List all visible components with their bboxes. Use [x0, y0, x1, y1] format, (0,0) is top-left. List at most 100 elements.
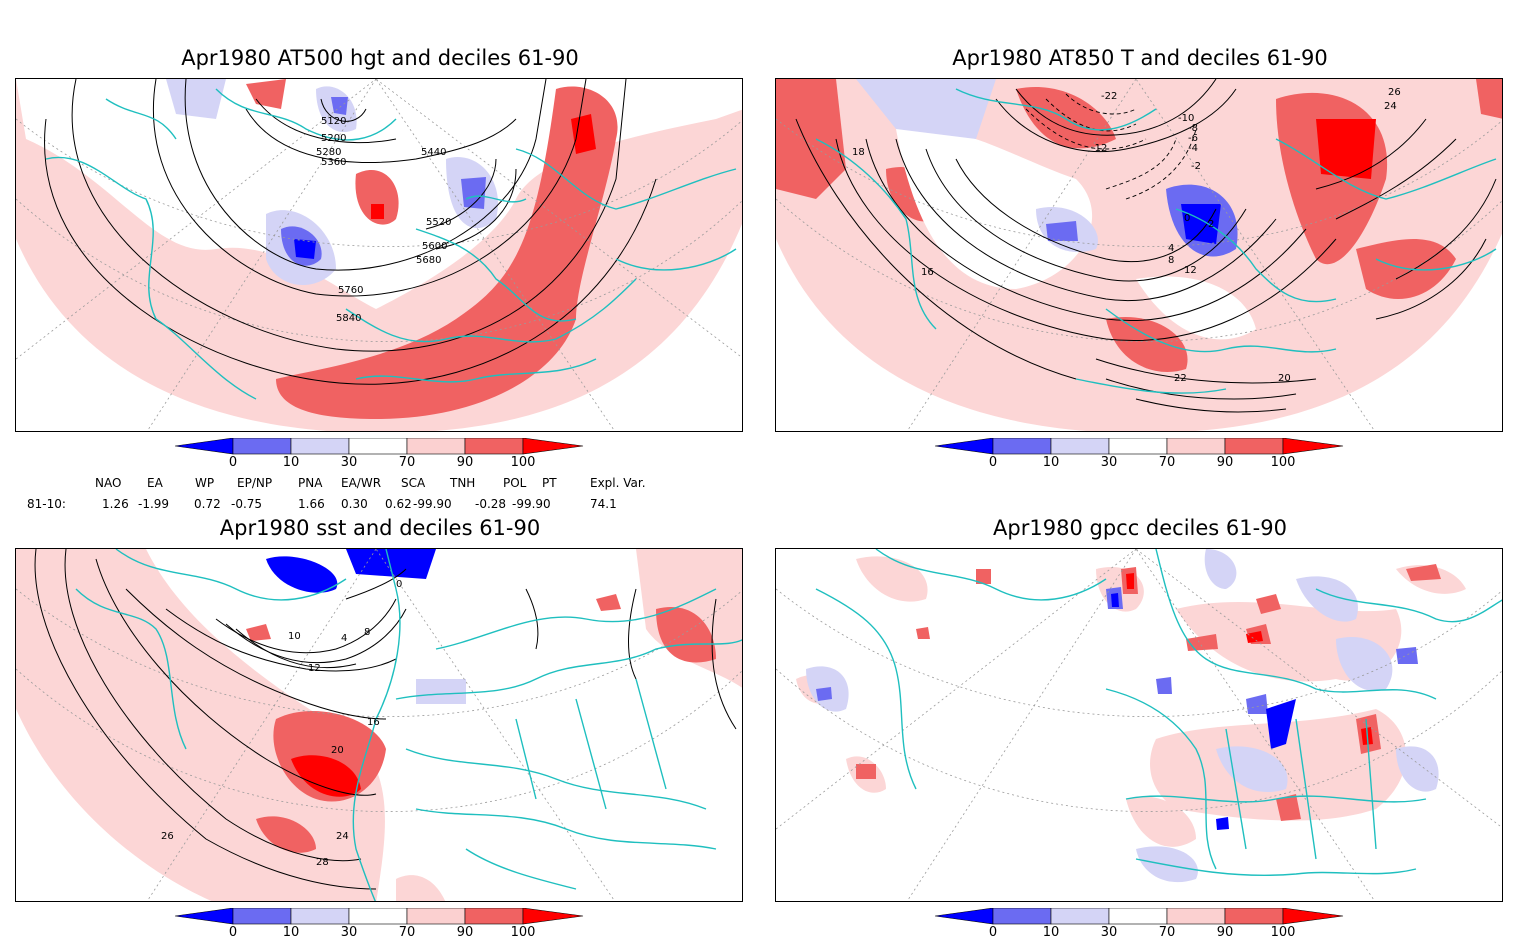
cbar3-tick-70: 70 [398, 925, 416, 940]
cbar1-tick-70: 70 [398, 455, 416, 470]
cbar3-tick-100: 100 [510, 925, 536, 940]
p2-label-n22: -22 [1101, 91, 1117, 102]
panel1-title: Apr1980 AT500 hgt and deciles 61-90 [181, 46, 579, 70]
colorbar-panel3: 0 10 30 70 90 100 [175, 908, 585, 940]
p3-label-0: 0 [396, 579, 402, 590]
p3-label-20: 20 [331, 745, 344, 756]
idx-h-wp: WP [195, 476, 215, 490]
panel1-map: 5120 5200 5280 5360 5440 5520 5600 5680 … [15, 78, 743, 432]
cbar1-tick-30: 30 [340, 455, 358, 470]
idx-v-eawr: 0.30 [341, 497, 368, 511]
cbar2-tick-0: 0 [988, 455, 998, 470]
cbar2-tick-90: 90 [1216, 455, 1234, 470]
p2-label-n6: -6 [1188, 133, 1198, 144]
p2-label-8: 8 [1168, 255, 1174, 266]
idx-h-pt: PT [542, 476, 557, 490]
panel2-svg: -22 -12 -10 -8 -6 -4 -2 0 2 4 8 12 16 18… [776, 79, 1502, 431]
p2-label-16: 16 [921, 267, 934, 278]
cbar4-tick-90: 90 [1216, 925, 1234, 940]
idx-h-pol: POL [503, 476, 527, 490]
p1-label-5520: 5520 [426, 217, 451, 228]
colorbar-panel1: 0 10 30 70 90 100 [175, 438, 585, 470]
idx-h-nao: NAO [95, 476, 122, 490]
p2-label-24: 24 [1384, 101, 1397, 112]
cbar1-tick-10: 10 [282, 455, 300, 470]
p2-label-20: 20 [1278, 373, 1291, 384]
idx-h-eawr: EA/WR [341, 476, 382, 490]
p2-label-n10: -10 [1178, 113, 1194, 124]
panel1-svg: 5120 5200 5280 5360 5440 5520 5600 5680 … [16, 79, 742, 431]
cbar4-tick-10: 10 [1042, 925, 1060, 940]
cbar4-tick-30: 30 [1100, 925, 1118, 940]
idx-v-pt: -99.90 [512, 497, 551, 511]
cbar3-tick-30: 30 [340, 925, 358, 940]
cbar1-tick-90: 90 [456, 455, 474, 470]
cbar4-tick-70: 70 [1158, 925, 1176, 940]
idx-h-tnh: TNH [450, 476, 476, 490]
p2-label-2: 2 [1208, 219, 1214, 230]
panel4-title: Apr1980 gpcc deciles 61-90 [993, 516, 1287, 540]
panel2-title: Apr1980 AT850 T and deciles 61-90 [952, 46, 1328, 70]
cbar1-tick-0: 0 [228, 455, 238, 470]
idx-v-sca: 0.62 [385, 497, 412, 511]
p1-label-5840: 5840 [336, 313, 361, 324]
colorbar-panel4: 0 10 30 70 90 100 [935, 908, 1345, 940]
p1-label-5680: 5680 [416, 255, 441, 266]
p1-label-5600: 5600 [422, 241, 447, 252]
panel3-svg: 0 4 8 10 12 16 20 24 26 28 [16, 549, 742, 901]
p2-label-0: 0 [1184, 213, 1190, 224]
cbar2-tick-30: 30 [1100, 455, 1118, 470]
idx-v-wp: 0.72 [194, 497, 221, 511]
p3-label-24: 24 [336, 831, 349, 842]
cbar2-tick-10: 10 [1042, 455, 1060, 470]
p3-label-8: 8 [364, 627, 370, 638]
idx-h-pna: PNA [298, 476, 323, 490]
idx-v-pol: -0.28 [475, 497, 507, 511]
p2-label-n2: -2 [1191, 161, 1201, 172]
p2-label-18: 18 [852, 147, 865, 158]
p3-label-12: 12 [308, 663, 321, 674]
idx-v-pna: 1.66 [298, 497, 325, 511]
p1-label-5200: 5200 [321, 133, 346, 144]
p2-label-4: 4 [1168, 243, 1174, 254]
p1-label-5360: 5360 [321, 157, 346, 168]
p3-label-10: 10 [288, 631, 301, 642]
cbar2-tick-70: 70 [1158, 455, 1176, 470]
p2-label-22: 22 [1174, 373, 1187, 384]
idx-h-sca: SCA [401, 476, 426, 490]
p3-label-28: 28 [316, 857, 329, 868]
idx-row-label: 81-10: [27, 497, 66, 511]
p2-label-n8: -8 [1188, 123, 1198, 134]
p1-label-5280: 5280 [316, 147, 341, 158]
p2-label-26: 26 [1388, 87, 1401, 98]
cbar1-tick-100: 100 [510, 455, 536, 470]
idx-v-nao: 1.26 [102, 497, 129, 511]
p3-label-4: 4 [341, 633, 347, 644]
cbar4-tick-0: 0 [988, 925, 998, 940]
panel3-title: Apr1980 sst and deciles 61-90 [219, 516, 541, 540]
p2-label-n12: -12 [1091, 143, 1107, 154]
idx-h-epnp: EP/NP [237, 476, 273, 490]
p3-label-16: 16 [367, 717, 380, 728]
cbar3-tick-0: 0 [228, 925, 238, 940]
cbar3-tick-10: 10 [282, 925, 300, 940]
p1-label-5120: 5120 [321, 116, 346, 127]
p3-label-26: 26 [161, 831, 174, 842]
cbar4-tick-100: 100 [1270, 925, 1296, 940]
panel2-map: -22 -12 -10 -8 -6 -4 -2 0 2 4 8 12 16 18… [775, 78, 1503, 432]
p1-label-5760: 5760 [338, 285, 363, 296]
p2-label-n4: -4 [1188, 143, 1198, 154]
idx-v-tnh: -99.90 [413, 497, 452, 511]
p2-label-12: 12 [1184, 265, 1197, 276]
panel4-svg [776, 549, 1502, 901]
cbar2-tick-100: 100 [1270, 455, 1296, 470]
idx-v-ea: -1.99 [138, 497, 170, 511]
idx-v-explvar: 74.1 [590, 497, 617, 511]
panel4-map [775, 548, 1503, 902]
p1-label-5440: 5440 [421, 147, 446, 158]
idx-h-ea: EA [147, 476, 163, 490]
panel3-map: 0 4 8 10 12 16 20 24 26 28 [15, 548, 743, 902]
idx-v-epnp: -0.75 [231, 497, 263, 511]
colorbar-panel2: 0 10 30 70 90 100 [935, 438, 1345, 470]
idx-h-explvar: Expl. Var. [590, 476, 646, 490]
